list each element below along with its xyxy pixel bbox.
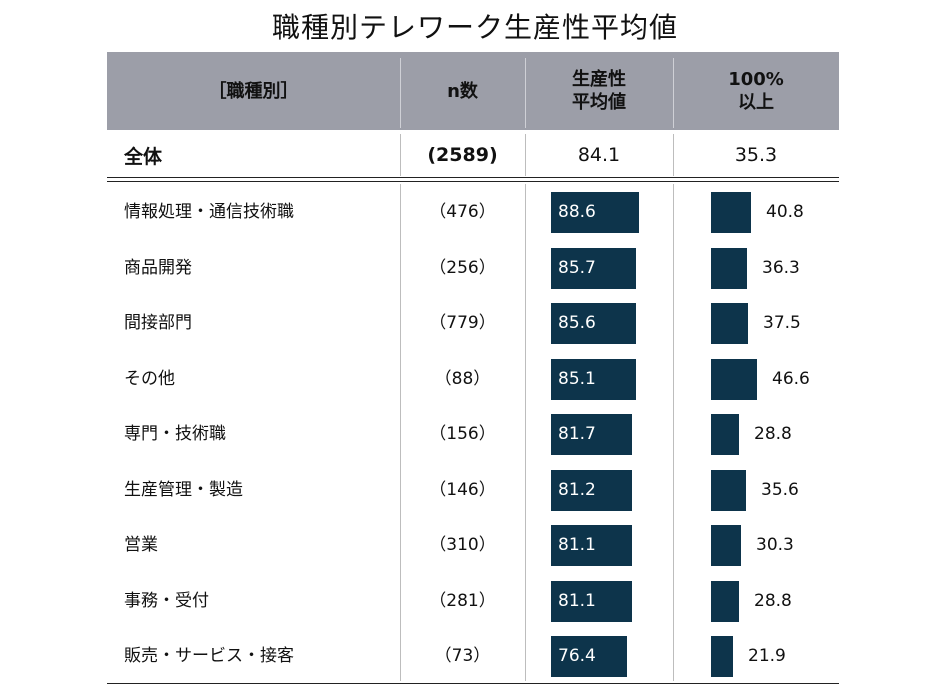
average-bar-label: 88.6	[558, 202, 596, 222]
row-n: （310）	[429, 535, 496, 555]
average-bar-label: 81.1	[558, 591, 596, 611]
row-n: （156）	[429, 424, 496, 444]
average-bar: 85.7	[551, 248, 636, 289]
total-divider	[525, 134, 526, 176]
average-bar: 88.6	[551, 192, 639, 233]
header-over100: 100% 以上	[728, 69, 784, 113]
row-label: 間接部門	[124, 313, 192, 333]
header-divider	[673, 58, 674, 128]
total-average: 84.1	[577, 144, 621, 166]
total-label: 全体	[124, 145, 163, 168]
row-n: （281）	[429, 591, 496, 611]
average-bar-label: 81.7	[558, 424, 596, 444]
over100-bar	[711, 303, 748, 344]
over100-bar	[711, 525, 741, 566]
total-divider	[400, 134, 401, 176]
body-divider	[525, 184, 526, 681]
double-rule-top	[107, 177, 839, 178]
row-label: 営業	[124, 535, 158, 555]
average-bar: 81.7	[551, 414, 632, 455]
over100-bar	[711, 581, 739, 622]
average-bar: 76.4	[551, 636, 627, 677]
row-n: （779）	[429, 313, 496, 333]
row-n: （88）	[434, 369, 491, 389]
total-divider	[673, 134, 674, 176]
average-bar-label: 85.6	[558, 313, 596, 333]
row-n: （256）	[429, 258, 496, 278]
bottom-rule	[107, 683, 839, 684]
over100-bar	[711, 359, 757, 400]
over100-bar-label: 46.6	[772, 369, 810, 389]
header-occupation: ［職種別］	[208, 80, 299, 102]
over100-bar-label: 21.9	[748, 646, 786, 666]
over100-bar	[711, 470, 746, 511]
header-n: n数	[447, 80, 478, 102]
row-n: （146）	[429, 480, 496, 500]
row-n: （476）	[429, 202, 496, 222]
average-bar: 81.1	[551, 525, 632, 566]
average-bar-label: 76.4	[558, 646, 596, 666]
over100-bar-label: 28.8	[754, 591, 792, 611]
over100-bar-label: 40.8	[766, 202, 804, 222]
body-divider	[673, 184, 674, 681]
row-label: 情報処理・通信技術職	[124, 202, 294, 222]
table-header: ［職種別］ n数 生産性 平均値 100% 以上	[107, 52, 839, 130]
over100-bar-label: 37.5	[763, 313, 801, 333]
row-label: 販売・サービス・接客	[124, 646, 294, 666]
chart-title: 職種別テレワーク生産性平均値	[271, 11, 678, 44]
over100-bar	[711, 636, 733, 677]
row-label: 生産管理・製造	[124, 480, 243, 500]
over100-bar-label: 28.8	[754, 424, 792, 444]
average-bar: 85.1	[551, 359, 636, 400]
over100-bar-label: 36.3	[762, 258, 800, 278]
average-bar-label: 81.2	[558, 480, 596, 500]
row-n: （73）	[434, 646, 491, 666]
row-label: その他	[124, 369, 175, 389]
header-divider	[525, 58, 526, 128]
row-label: 専門・技術職	[124, 424, 226, 444]
average-bar-label: 85.7	[558, 258, 596, 278]
average-bar-label: 81.1	[558, 535, 596, 555]
average-bar: 85.6	[551, 303, 636, 344]
row-label: 商品開発	[124, 258, 192, 278]
average-bar: 81.2	[551, 470, 632, 511]
over100-bar	[711, 192, 751, 233]
total-over100: 35.3	[734, 144, 778, 166]
body-divider	[400, 184, 401, 681]
over100-bar-label: 30.3	[756, 535, 794, 555]
over100-bar	[711, 248, 747, 289]
header-divider	[400, 58, 401, 128]
over100-bar-label: 35.6	[761, 480, 799, 500]
over100-bar	[711, 414, 739, 455]
average-bar: 81.1	[551, 581, 632, 622]
average-bar-label: 85.1	[558, 369, 596, 389]
row-label: 事務・受付	[124, 591, 209, 611]
header-average: 生産性 平均値	[572, 69, 626, 113]
total-n: (2589)	[427, 144, 498, 166]
double-rule-bottom	[107, 181, 839, 182]
